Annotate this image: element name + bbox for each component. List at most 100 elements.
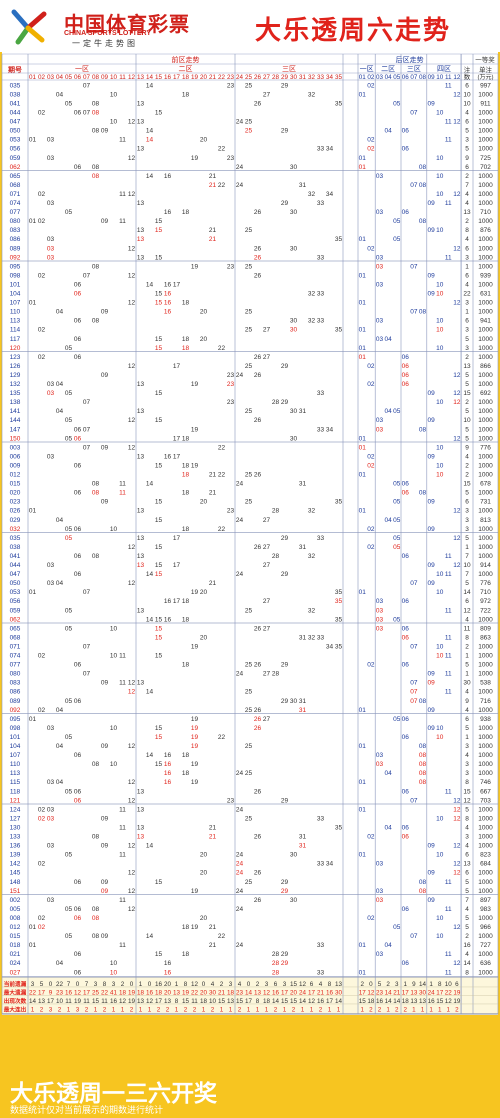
front-number-mark: 14	[146, 281, 154, 288]
front-number-mark: 12	[128, 417, 136, 424]
period-cell: 107	[10, 300, 21, 307]
front-number-mark: 05	[65, 625, 73, 632]
back-number-mark: 11	[445, 553, 452, 560]
stats-label: 出现次数	[4, 997, 27, 1005]
table-row: 151 09 12 19 24 29 03 08 5 1000	[10, 888, 494, 895]
front-number-mark: 19	[191, 725, 199, 732]
period-cell: 047	[10, 119, 21, 126]
prize-cell: 1000	[478, 345, 493, 352]
bets-cell: 5	[465, 580, 469, 587]
front-number-mark: 14	[146, 571, 154, 578]
front-number-mark: 13	[137, 535, 145, 542]
front-number-mark: 06	[74, 788, 82, 795]
front-number-mark: 06	[74, 354, 82, 361]
front-number-mark: 31	[299, 634, 307, 641]
front-number-mark: 09	[101, 218, 109, 225]
front-number-mark: 19	[191, 263, 199, 270]
bets-cell: 30	[463, 680, 471, 687]
front-number-mark: 19	[191, 426, 199, 433]
stats-front-value: 3	[94, 981, 98, 988]
front-number-mark: 23	[227, 82, 235, 89]
period-cell: 002	[10, 897, 21, 904]
front-col-header: 13	[137, 74, 145, 81]
front-number-mark: 26	[254, 245, 262, 252]
front-number-mark: 12	[128, 272, 136, 279]
table-row: 118 05 06 13 26 06 11 15 667	[10, 788, 491, 795]
front-number-mark: 02	[38, 924, 46, 931]
stats-front-value: 1	[112, 1006, 116, 1013]
period-cell: 098	[10, 725, 21, 732]
front-number-mark: 24	[236, 571, 244, 578]
stats-front-value: 12	[308, 998, 316, 1005]
front-number-mark: 33	[317, 426, 325, 433]
front-number-mark: 26	[254, 354, 262, 361]
table-row: 009 06 15 18 19 02 10 2 1000	[10, 462, 494, 469]
back-number-mark: 06	[402, 354, 410, 361]
back-number-mark: 08	[419, 888, 427, 895]
back-number-mark: 02	[367, 245, 375, 252]
back-col-header: 11	[445, 74, 452, 81]
front-number-mark: 12	[128, 191, 136, 198]
front-number-mark: 15	[155, 462, 163, 469]
prize-cell: 866	[480, 363, 491, 370]
stats-front-value: 13	[335, 981, 343, 988]
period-cell: 071	[10, 643, 21, 650]
bets-cell: 4	[465, 110, 469, 117]
front-col-header: 31	[299, 74, 307, 81]
back-number-mark: 01	[359, 852, 367, 859]
bets-cell: 14	[463, 589, 471, 596]
stats-front-value: 11	[65, 998, 72, 1005]
front-number-mark: 15	[155, 562, 163, 569]
stats-back-value: 12	[445, 998, 453, 1005]
bets-header: 注	[464, 65, 471, 74]
prize-cell: 703	[480, 797, 491, 804]
front-number-mark: 34	[326, 643, 334, 650]
back-number-mark: 10	[436, 915, 444, 922]
back-number-mark: 12	[453, 815, 461, 822]
period-cell: 012	[10, 472, 21, 479]
front-number-mark: 26	[254, 788, 262, 795]
front-number-mark: 24	[236, 906, 244, 913]
front-number-mark: 19	[191, 643, 199, 650]
front-number-mark: 06	[74, 906, 82, 913]
front-number-mark: 23	[227, 263, 235, 270]
bets-cell: 5	[465, 915, 469, 922]
stats-back-value: 14	[385, 998, 393, 1005]
back-col-header: 08	[419, 74, 427, 81]
front-number-mark: 27	[263, 625, 271, 632]
back-number-mark: 10	[436, 815, 444, 822]
period-cell: 065	[10, 625, 21, 632]
bets-cell: 5	[465, 128, 469, 135]
front-number-mark: 16	[164, 616, 172, 623]
back-number-mark: 03	[376, 616, 384, 623]
back-col-header: 09	[428, 74, 436, 81]
table-row: 074 02 10 11 15 10 11 1 1000	[10, 653, 494, 660]
front-number-mark: 23	[227, 797, 235, 804]
front-number-mark: 27	[263, 671, 271, 678]
front-number-mark: 33	[317, 318, 325, 325]
stats-front-value: 11	[83, 998, 90, 1005]
table-row: 080 01 02 09 11 15 05 08 2 1000	[10, 218, 494, 225]
front-number-mark: 12	[128, 363, 136, 370]
front-number-mark: 15	[155, 734, 163, 741]
stats-back-value: 17	[359, 989, 367, 996]
table-row: 041 06 08 13 28 32 06 11 7 1000	[10, 553, 494, 560]
bets-cell: 4	[465, 236, 469, 243]
front-number-mark: 32	[308, 191, 316, 198]
back-number-mark: 01	[359, 327, 367, 334]
prize-cell: 1000	[478, 426, 493, 433]
front-number-mark: 25	[245, 82, 253, 89]
stats-back-value: 1	[438, 1006, 442, 1013]
stats-front-value: 24	[299, 989, 307, 996]
prize-cell: 1000	[478, 933, 493, 940]
front-number-mark: 14	[146, 689, 154, 696]
back-number-mark: 04	[384, 517, 392, 524]
prize-header-2: (万元)	[478, 74, 494, 81]
period-cell: 050	[10, 128, 21, 135]
table-row: 005 05 06 08 12 24 06 11 4 983	[10, 906, 492, 913]
front-number-mark: 24	[236, 164, 244, 171]
stats-back-value: 14	[385, 989, 393, 996]
prize-cell: 1000	[478, 734, 493, 741]
period-cell: 092	[10, 707, 21, 714]
front-number-mark: 01	[29, 716, 37, 723]
